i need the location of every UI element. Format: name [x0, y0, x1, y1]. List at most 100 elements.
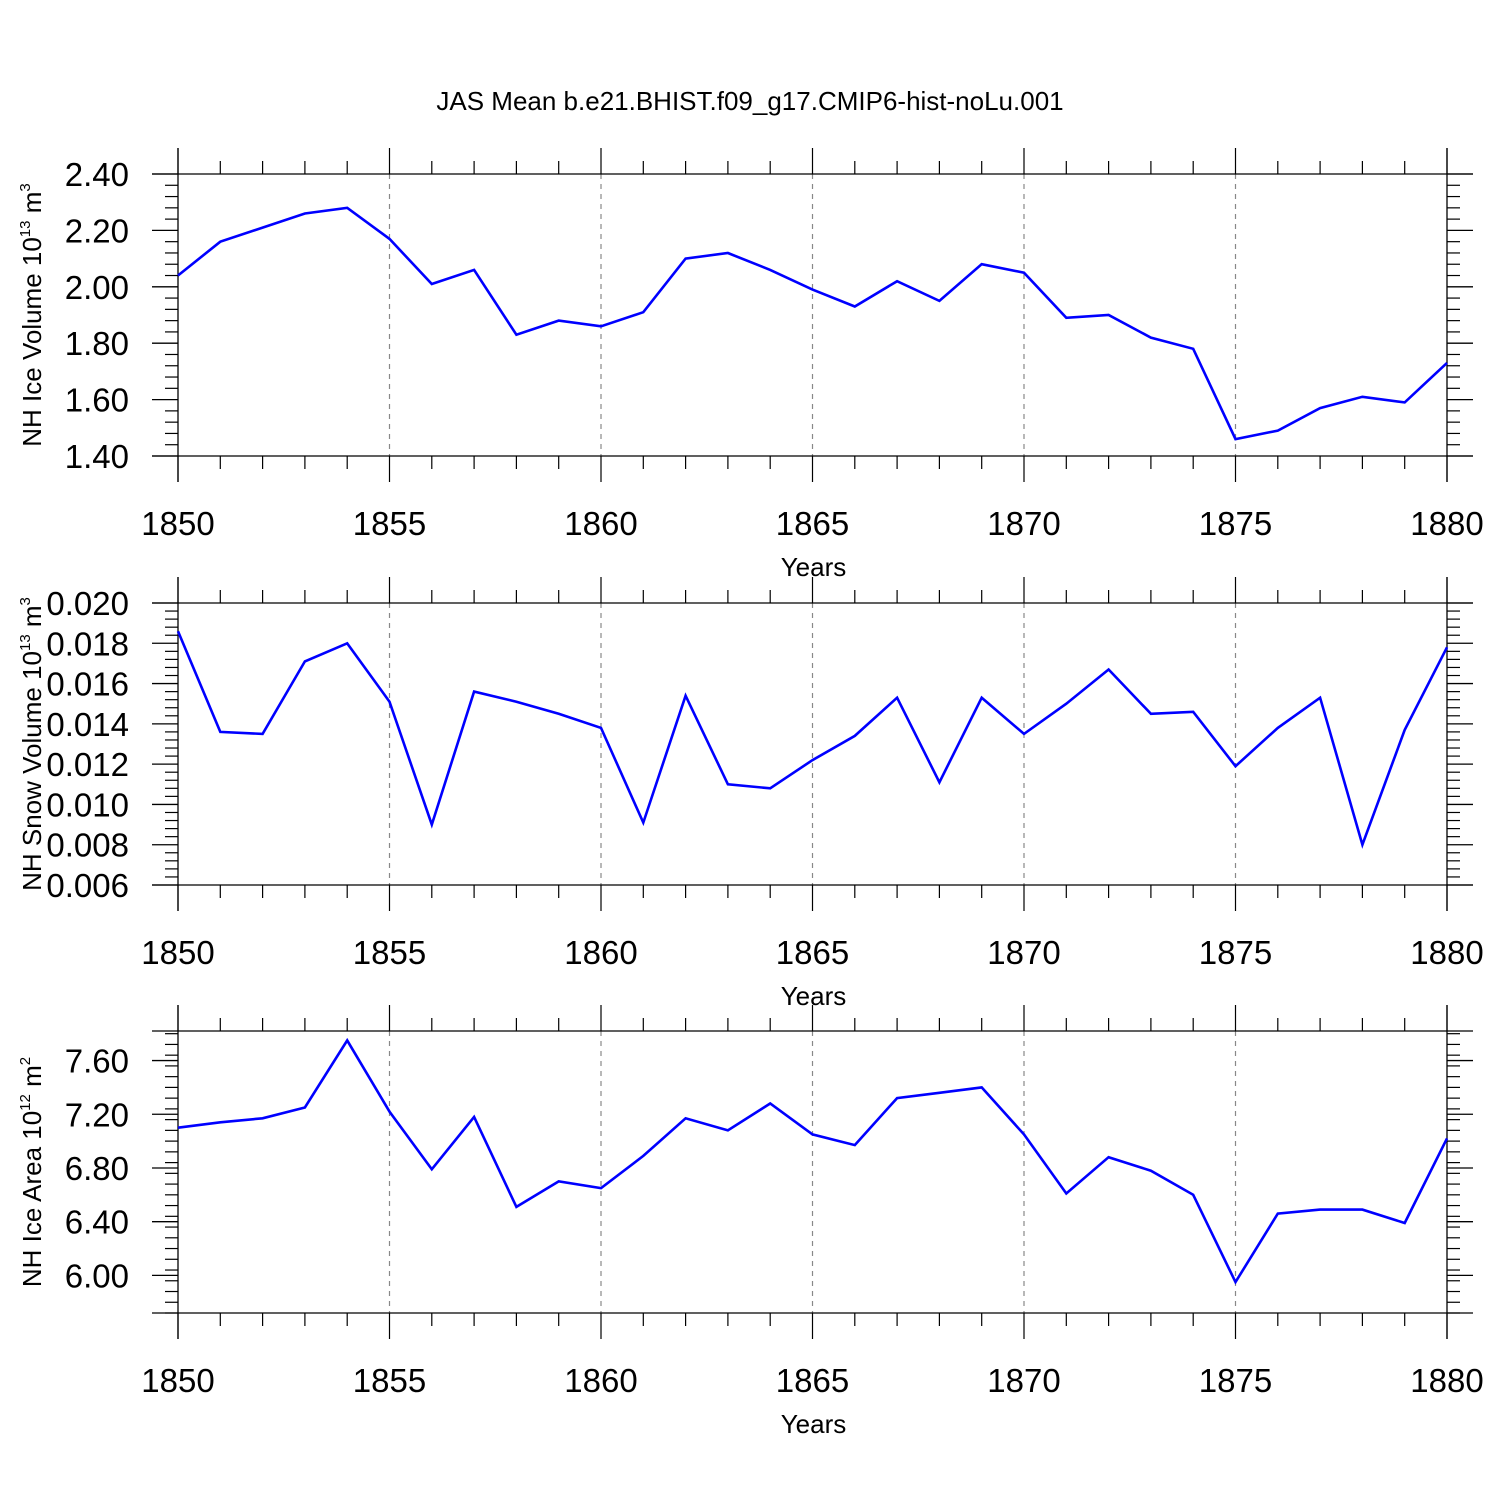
x-tick-label: 1860 [564, 934, 637, 971]
data-point [430, 823, 434, 827]
data-point [1318, 1208, 1322, 1212]
data-point [1107, 313, 1111, 317]
data-point [853, 305, 857, 309]
data-point [1318, 696, 1322, 700]
data-point [768, 786, 772, 790]
data-point [472, 268, 476, 272]
figure-title: JAS Mean b.e21.BHIST.f09_g17.CMIP6-hist-… [436, 86, 1064, 116]
data-point [1191, 1193, 1195, 1197]
data-point [853, 734, 857, 738]
data-point [768, 268, 772, 272]
x-tick-label: 1880 [1410, 934, 1483, 971]
y-tick-label: 7.60 [65, 1043, 129, 1080]
data-point [1149, 336, 1153, 340]
y-tick-label: 2.00 [65, 269, 129, 306]
data-point [303, 659, 307, 663]
data-point [557, 712, 561, 716]
series-line [177, 1037, 1449, 1285]
x-tick-label: 1860 [564, 505, 637, 542]
data-point [1403, 400, 1407, 404]
data-point [218, 730, 222, 734]
y-tick-label: 0.018 [46, 625, 129, 662]
y-tick-label: 2.40 [65, 156, 129, 193]
data-point [811, 1132, 815, 1136]
chart-panel-3: 1850 1855 1860 1865 1870 1875 1880 Years 6.00 6.4… [17, 1005, 1484, 1439]
data-point [1064, 316, 1068, 320]
x-axis-label: Years [781, 552, 847, 582]
data-point [430, 282, 434, 286]
data-point [641, 310, 645, 314]
data-point [980, 262, 984, 266]
y-axis-label: NH Ice Area 1012 m2 [17, 1057, 47, 1287]
data-point [684, 257, 688, 261]
x-tick-label: 1875 [1199, 505, 1272, 542]
x-tick-label: 1855 [353, 1362, 426, 1399]
x-tick-label: 1855 [353, 934, 426, 971]
data-point [684, 694, 688, 698]
y-tick-label: 0.020 [46, 585, 129, 622]
data-point [472, 690, 476, 694]
x-axis-label: Years [781, 1409, 847, 1439]
x-tick-label: 1870 [987, 934, 1060, 971]
data-point [218, 240, 222, 244]
y-tick-label: 0.010 [46, 786, 129, 823]
y-tick-label: 0.012 [46, 746, 129, 783]
data-point [1445, 361, 1449, 365]
y-tick-label: 2.20 [65, 212, 129, 249]
data-point [937, 1091, 941, 1095]
data-point [1234, 437, 1238, 441]
data-point [1107, 1155, 1111, 1159]
y-tick-label: 7.20 [65, 1096, 129, 1133]
data-point [853, 1143, 857, 1147]
data-point [1360, 843, 1364, 847]
data-point [345, 206, 349, 210]
x-tick-label: 1865 [776, 505, 849, 542]
y-axis-label: NH Ice Volume 1013 m3 [17, 183, 47, 446]
chart-panel-1: 1850 1855 1860 1865 1870 1875 1880 Years 1.40 1.6… [17, 148, 1484, 582]
data-point [1022, 732, 1026, 736]
x-tick-label: 1880 [1410, 1362, 1483, 1399]
data-point [176, 1126, 180, 1130]
data-point [1445, 645, 1449, 649]
data-point [1445, 1136, 1449, 1140]
data-point [514, 700, 518, 704]
data-point [895, 696, 899, 700]
data-point [303, 211, 307, 215]
data-point [261, 1116, 265, 1120]
data-point [726, 251, 730, 255]
data-point [895, 1096, 899, 1100]
data-point [1276, 726, 1280, 730]
data-point [895, 279, 899, 283]
data-point [726, 1128, 730, 1132]
data-point [261, 732, 265, 736]
data-point [514, 333, 518, 337]
chart-panel-2: 1850 1855 1860 1865 1870 1875 1880Years0.0060.… [17, 577, 1484, 1011]
data-point [599, 1186, 603, 1190]
data-point [388, 237, 392, 241]
x-tick-label: 1850 [141, 505, 214, 542]
data-point [1064, 702, 1068, 706]
data-point [1149, 712, 1153, 716]
x-tick-label: 1880 [1410, 505, 1483, 542]
data-point [811, 288, 815, 292]
data-point [811, 758, 815, 762]
y-tick-label: 0.006 [46, 867, 129, 904]
data-point [303, 1106, 307, 1110]
data-point [557, 319, 561, 323]
data-point [768, 1102, 772, 1106]
data-point [472, 1115, 476, 1119]
data-point [557, 1179, 561, 1183]
x-tick-label: 1850 [141, 1362, 214, 1399]
data-point [1149, 1169, 1153, 1173]
y-tick-label: 6.00 [65, 1257, 129, 1294]
x-tick-label: 1850 [141, 934, 214, 971]
y-tick-label: 0.008 [46, 827, 129, 864]
data-point [641, 1154, 645, 1158]
y-tick-label: 6.40 [65, 1204, 129, 1241]
y-tick-label: 0.014 [46, 706, 129, 743]
y-tick-label: 1.40 [65, 438, 129, 475]
data-point [1360, 1208, 1364, 1212]
x-tick-label: 1855 [353, 505, 426, 542]
x-axis-label: Years [781, 981, 847, 1011]
